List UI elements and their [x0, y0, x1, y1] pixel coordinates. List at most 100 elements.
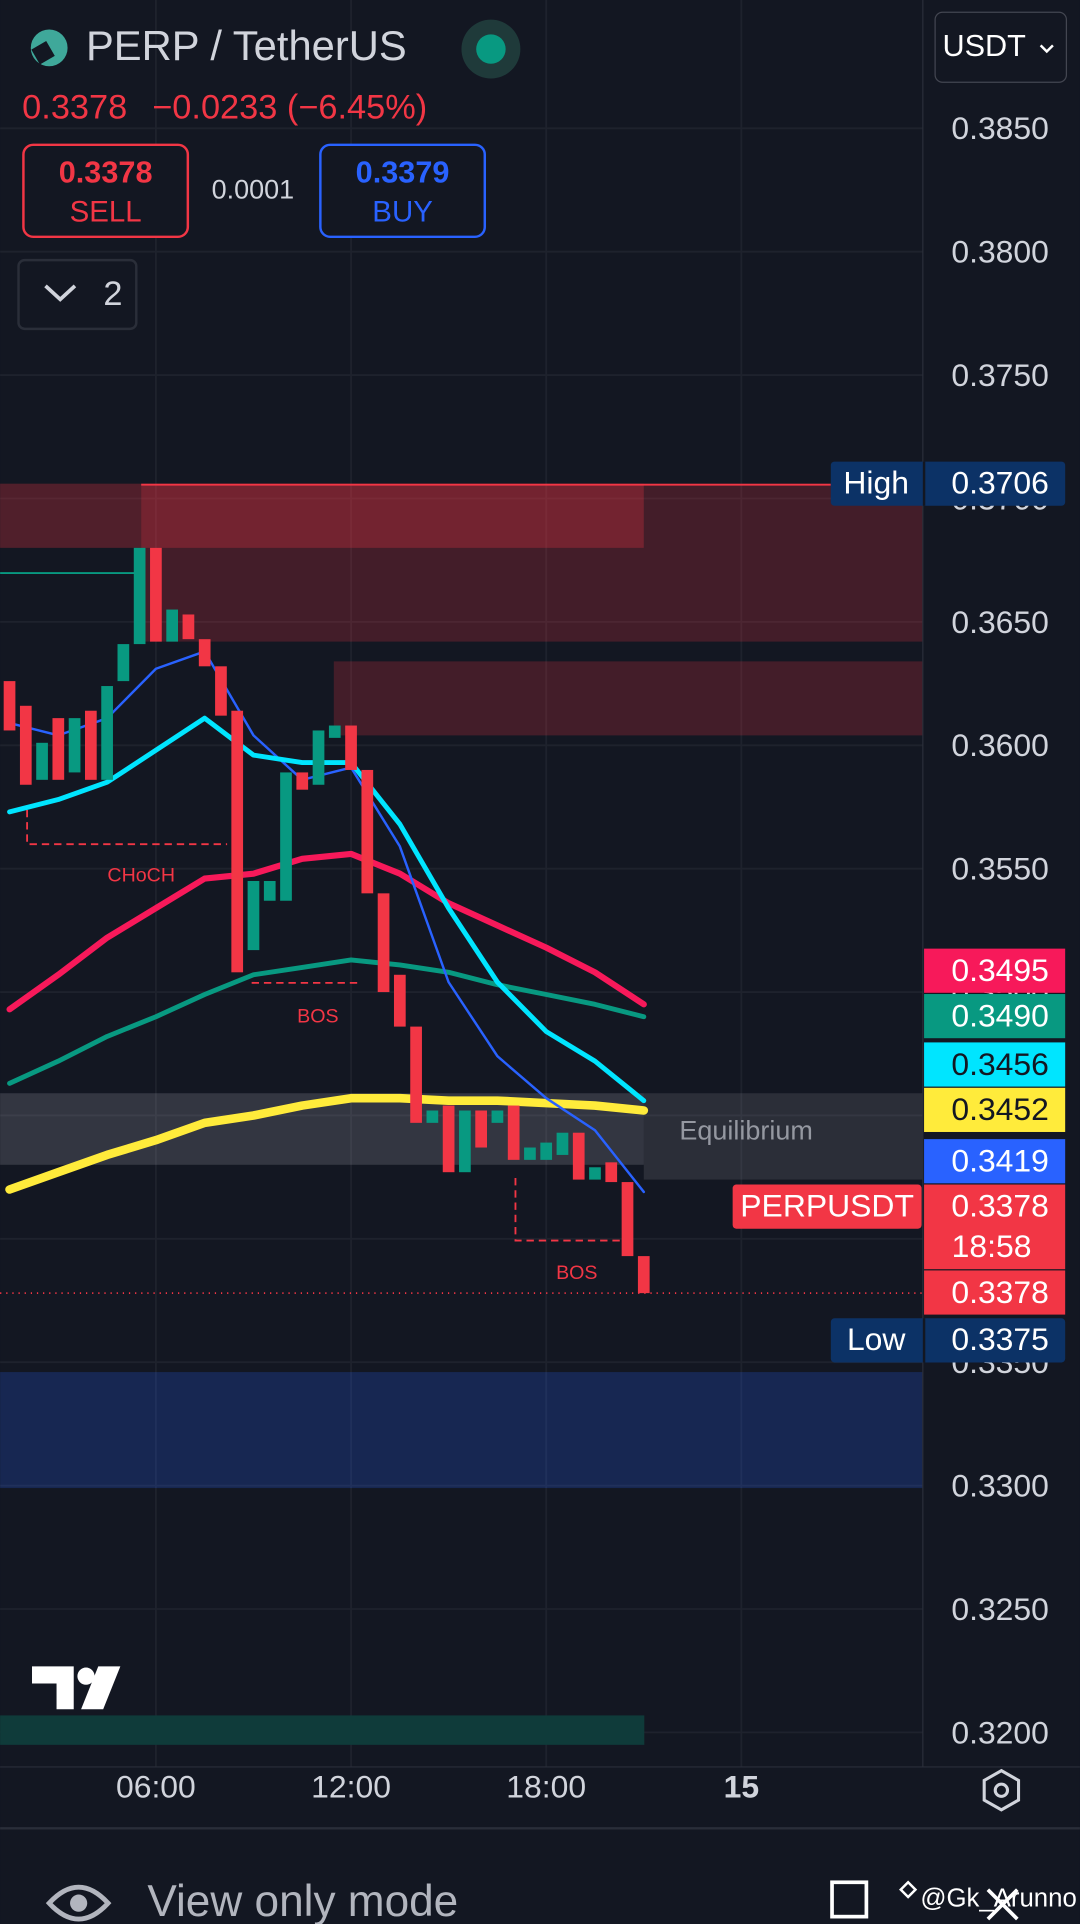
candle-body [296, 772, 309, 790]
candle-body [263, 881, 276, 901]
low-tag-sep [922, 1318, 926, 1363]
price-tag [924, 1184, 1066, 1270]
x-tick-label: 06:00 [116, 1768, 196, 1804]
candle-body [361, 769, 374, 894]
buy-button[interactable] [319, 143, 487, 239]
spread: 0.0001 [212, 175, 295, 205]
candle-body [589, 1167, 601, 1180]
candle-body [68, 718, 81, 773]
candle-body [442, 1105, 455, 1173]
candle-body [524, 1147, 536, 1160]
candle-body [459, 1110, 471, 1173]
sell-button[interactable] [22, 143, 190, 239]
currency[interactable]: USDT [942, 29, 1026, 63]
indicator-line [7, 715, 647, 1104]
y-tick-label: 0.3550 [951, 851, 1049, 887]
candle-body [198, 639, 211, 667]
candle-body [393, 974, 406, 1027]
last-price: 0.3378 [22, 88, 127, 126]
close-icon[interactable] [986, 1888, 1019, 1921]
indicator-lines [5, 650, 649, 1194]
candle-body [507, 1105, 520, 1160]
candle-body [117, 644, 130, 682]
indicator-line [8, 650, 646, 1194]
price-tag [924, 994, 1066, 1039]
candle-body [247, 881, 260, 951]
annotation: CHoCH [107, 864, 175, 886]
annotation: BOS [556, 1262, 597, 1284]
low-tag [830, 1318, 1066, 1363]
zone [643, 1093, 923, 1180]
candle-body [166, 609, 179, 642]
y-tick-label: 0.3850 [951, 110, 1049, 146]
zones [0, 483, 923, 1489]
candle-body [475, 1110, 488, 1148]
symbol: PERP / TetherUS [86, 22, 407, 69]
indicator-line [7, 957, 647, 1086]
buy-price[interactable]: 0.3379 [356, 155, 450, 189]
low-label: Low [847, 1321, 906, 1357]
square-icon[interactable] [830, 1880, 869, 1919]
candle-body [312, 730, 325, 785]
candle-body [19, 705, 32, 785]
zone [141, 483, 923, 642]
chevron [1039, 44, 1054, 54]
indicator-count[interactable]: 2 [103, 275, 122, 313]
chevron [44, 284, 77, 302]
status-dot [476, 34, 506, 64]
candle-body [84, 710, 97, 780]
price-tag-label: 0.3456 [951, 1046, 1049, 1082]
bos-line [514, 1177, 620, 1242]
price-tag [924, 1042, 1066, 1087]
zone [0, 1372, 923, 1489]
y-tick-label: 0.3750 [951, 357, 1049, 393]
candle-body [410, 1026, 422, 1123]
price-tag [924, 1139, 1066, 1184]
y-tick-label: 0.3800 [951, 234, 1049, 270]
indicators-toggle[interactable] [17, 258, 138, 331]
price-change: −0.0233 (−6.45%) [152, 88, 427, 126]
candle-body [345, 725, 357, 770]
high-value: 0.3706 [951, 464, 1049, 500]
symbol-tag [732, 1184, 922, 1229]
candle-body [572, 1132, 585, 1180]
candle-body [101, 686, 113, 780]
high-tag-sep [922, 461, 926, 506]
indicator-line [5, 1093, 649, 1194]
candle-body [491, 1110, 504, 1123]
price-tag-label: 0.3452 [951, 1091, 1049, 1127]
price-tag-label: 0.3495 [951, 952, 1049, 988]
eye-pupil [70, 1894, 88, 1912]
high-label: High [843, 464, 909, 500]
x-tick-label: 12:00 [311, 1768, 391, 1804]
sell-price[interactable]: 0.3378 [59, 155, 153, 189]
y-tick-label: 0.3300 [951, 1467, 1049, 1503]
candle-body [426, 1110, 439, 1123]
candle-body [605, 1162, 618, 1183]
currency-button[interactable] [934, 11, 1068, 83]
watermark-icon [899, 1880, 918, 1899]
buy-label[interactable]: BUY [372, 195, 433, 228]
sell-label[interactable]: SELL [70, 195, 142, 228]
candles [3, 547, 650, 1294]
candle-body [280, 772, 292, 901]
candle-body [215, 666, 227, 716]
candle-body [637, 1256, 650, 1294]
candle-body [328, 725, 341, 738]
candle-body [377, 893, 390, 993]
price-tag [924, 1087, 1066, 1132]
annotation: BOS [297, 1005, 338, 1027]
price-tag-label: 0.3378 [951, 1187, 1049, 1223]
mode-label: View only mode [147, 1877, 458, 1924]
footer [0, 1829, 1080, 1924]
indicator-line [6, 850, 647, 1013]
symbol-logo-part [31, 41, 55, 65]
annotation: Equilibrium [679, 1116, 812, 1146]
settings-icon[interactable] [982, 1768, 1021, 1812]
y-tick-label: 0.3600 [951, 727, 1049, 763]
low-value: 0.3375 [951, 1321, 1049, 1357]
candle-body [36, 742, 48, 780]
candle-body [150, 547, 162, 642]
